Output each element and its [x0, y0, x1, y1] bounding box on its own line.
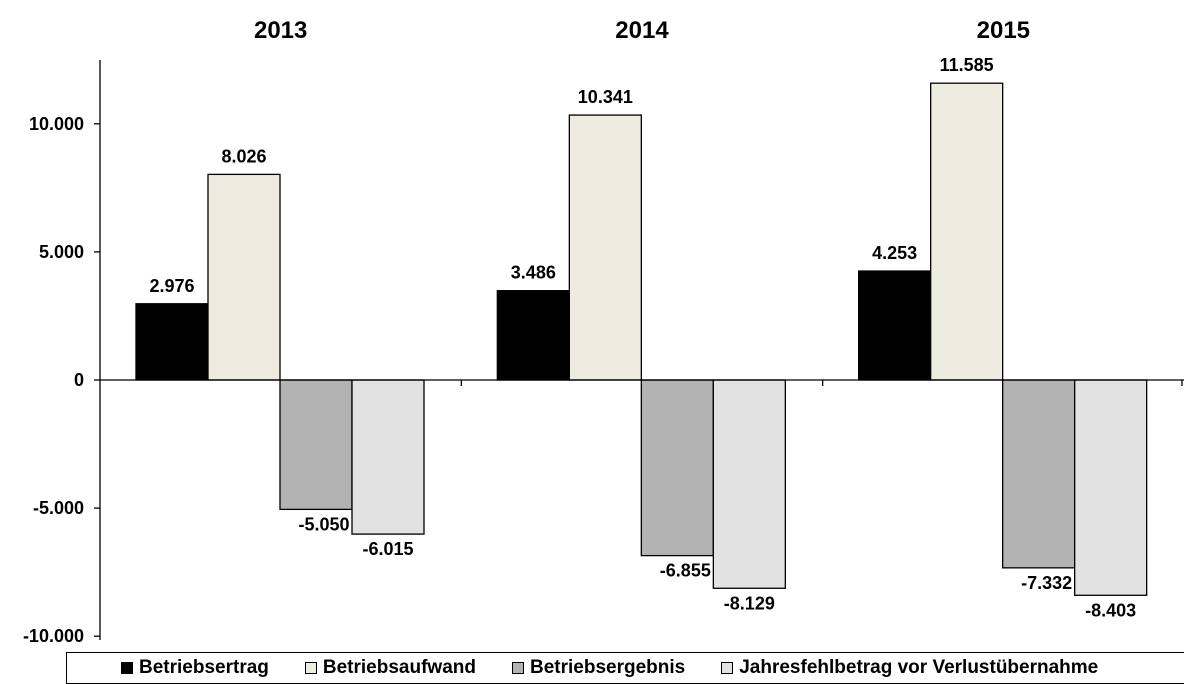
legend-item-jahresfehlbetrag: Jahresfehlbetrag vor Verlustübernahme: [721, 657, 1098, 679]
category-title-2013: 2013: [254, 17, 307, 44]
legend-item-betriebsergebnis: Betriebsergebnis: [511, 657, 686, 679]
data-label-2-2015: 11.585: [940, 55, 994, 75]
y-tick-label: -10.000: [23, 626, 84, 646]
bar-2-2014: [568, 114, 642, 381]
legend-swatch-betriebsergebnis: [511, 662, 524, 674]
data-label-4-2013: -6.015: [362, 539, 413, 559]
bar-2-2013: [207, 173, 281, 381]
y-tick-label: -5.000: [33, 498, 84, 518]
data-label-2-2013: 8.026: [221, 146, 266, 166]
category-title-2015: 2015: [977, 17, 1030, 44]
data-label-4-2014: -8.129: [724, 593, 775, 613]
bar-4-2015: [1074, 379, 1148, 596]
data-label-1-2015: 4.253: [872, 243, 917, 263]
y-tick-label: 10.000: [29, 114, 84, 134]
legend-label-betriebsaufwand: Betriebsaufwand: [322, 657, 476, 678]
legend-item-betriebsaufwand: Betriebsaufwand: [304, 657, 476, 679]
y-tick-label: 5.000: [39, 242, 84, 262]
data-label-1-2013: 2.976: [149, 276, 194, 296]
bar-1-2014: [496, 290, 570, 381]
legend-label-betriebsergebnis: Betriebsergebnis: [529, 657, 686, 678]
legend-swatch-betriebsertrag: [121, 662, 133, 674]
bar-3-2013: [279, 379, 353, 511]
data-label-3-2014: -6.855: [660, 561, 711, 581]
legend-label-jahresfehlbetrag: Jahresfehlbetrag vor Verlustübernahme: [739, 657, 1099, 678]
data-label-4-2015: -8.403: [1085, 600, 1136, 620]
bar-4-2014: [712, 379, 786, 589]
legend-swatch-betriebsaufwand: [304, 662, 317, 674]
legend-item-betriebsertrag: Betriebsertrag: [121, 657, 269, 679]
bar-3-2014: [640, 379, 714, 557]
legend: Betriebsertrag Betriebsaufwand Betriebse…: [66, 652, 1184, 684]
data-label-3-2015: -7.332: [1021, 573, 1072, 593]
bar-1-2013: [135, 303, 209, 381]
bar-4-2013: [351, 379, 425, 535]
data-label-1-2014: 3.486: [511, 263, 556, 283]
legend-swatch-jahresfehlbetrag: [721, 662, 734, 674]
bar-chart: 2013 2014 2015 -10.000 -5.000 0 5.000 10.000 2…: [23, 17, 1184, 646]
y-tick-label: 0: [74, 370, 84, 390]
data-label-2-2014: 10.341: [578, 87, 633, 107]
bar-3-2015: [1002, 379, 1076, 569]
legend-label-betriebsertrag: Betriebsertrag: [139, 657, 269, 678]
bar-1-2015: [858, 270, 932, 381]
category-title-2014: 2014: [615, 17, 669, 44]
bar-2-2015: [930, 82, 1004, 381]
data-label-3-2013: -5.050: [298, 514, 349, 534]
